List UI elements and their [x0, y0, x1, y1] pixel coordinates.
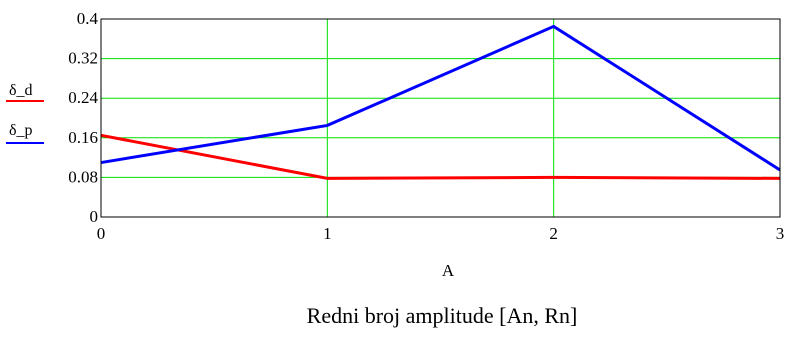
series-lines: [100, 24, 781, 180]
x-tick-labels: 0 1 2 3: [97, 224, 785, 243]
y-tick-label: 0.32: [68, 49, 98, 68]
grid: [101, 19, 780, 217]
legend-label-delta-d: δ_d: [9, 82, 33, 99]
x-tick-label: 1: [323, 224, 332, 243]
legend: δ_d δ_p: [6, 82, 44, 144]
x-axis-label: A: [442, 261, 455, 280]
figure-caption: Redni broj amplitude [An, Rn]: [307, 303, 578, 328]
x-tick-label: 2: [549, 224, 558, 243]
legend-label-delta-p: δ_p: [9, 122, 33, 139]
y-tick-label: 0: [90, 207, 99, 226]
series-line-1: [100, 24, 781, 172]
y-tick-label: 0.16: [68, 128, 98, 147]
y-tick-label: 0.08: [68, 167, 98, 186]
x-tick-label: 0: [97, 224, 106, 243]
y-tick-labels: 0 0.08 0.16 0.24 0.32 0.4: [68, 9, 98, 226]
series-line-0: [100, 133, 781, 180]
y-tick-label: 0.4: [77, 9, 99, 28]
y-tick-label: 0.24: [68, 88, 98, 107]
x-tick-label: 3: [776, 224, 785, 243]
plot-frame: [100, 18, 781, 218]
